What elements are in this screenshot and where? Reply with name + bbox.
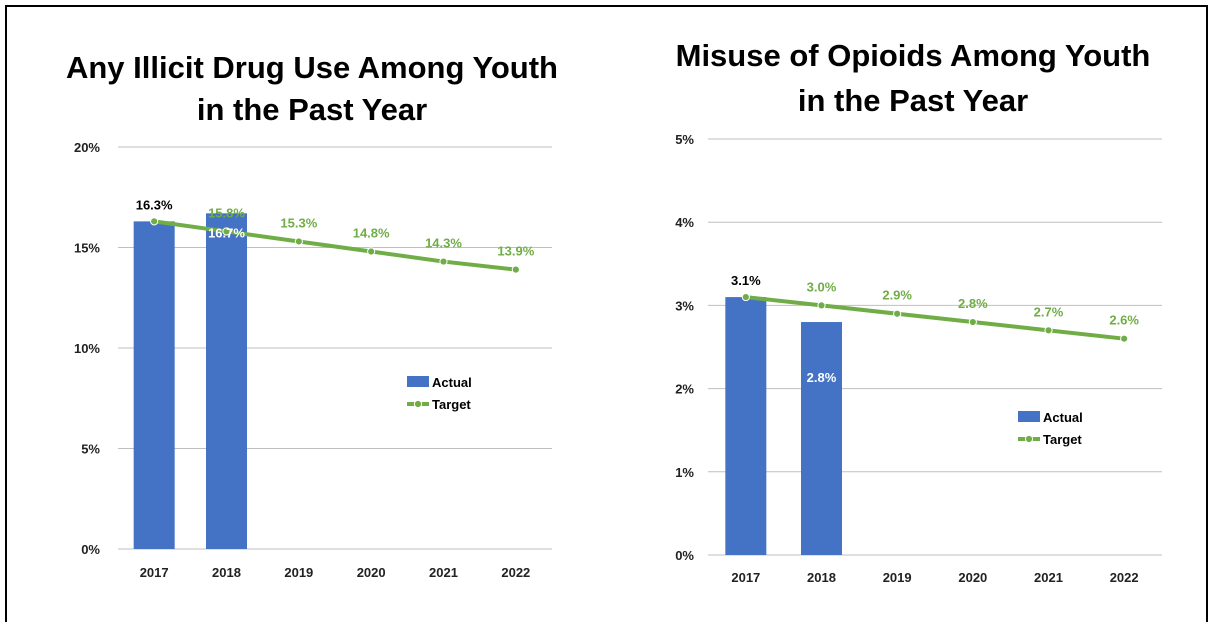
x-tick-label: 2019 (284, 565, 313, 580)
x-tick-label: 2021 (1034, 570, 1063, 585)
y-tick-label: 0% (81, 542, 100, 557)
y-tick-label: 1% (675, 465, 694, 480)
target-point (511, 265, 520, 274)
legend-label-target: Target (1043, 432, 1082, 447)
target-data-label: 3.0% (807, 279, 837, 294)
target-point (294, 237, 303, 246)
bar-data-label: 3.1% (731, 273, 761, 288)
x-tick-label: 2020 (958, 570, 987, 585)
target-data-label: 2.6% (1109, 313, 1139, 328)
target-point (367, 247, 376, 256)
bar-actual (801, 322, 842, 555)
y-tick-label: 2% (675, 382, 694, 397)
chart-title-line: Any Illicit Drug Use Among Youth (66, 50, 558, 85)
target-data-label: 2.8% (958, 296, 988, 311)
bar-data-label: 16.7% (208, 225, 245, 240)
target-data-label: 14.3% (425, 236, 462, 251)
target-point (968, 317, 977, 327)
x-tick-label: 2022 (501, 565, 530, 580)
target-data-label: 13.9% (497, 244, 534, 259)
chart-title-line: Misuse of Opioids Among Youth (676, 38, 1151, 73)
bar-actual (133, 221, 175, 549)
legend-swatch-actual (407, 376, 429, 387)
legend-swatch-actual (1018, 411, 1040, 422)
target-point (893, 309, 902, 318)
legend-marker-target (413, 399, 423, 409)
target-line (153, 219, 517, 272)
target-data-label: 2.9% (882, 288, 912, 303)
x-tick-label: 2020 (357, 565, 386, 580)
bar-actual (725, 297, 767, 555)
target-point (1120, 334, 1129, 343)
x-tick-label: 2017 (140, 565, 169, 580)
x-tick-label: 2018 (212, 565, 241, 580)
target-line (745, 295, 1125, 341)
y-tick-label: 3% (675, 298, 694, 313)
x-tick-label: 2021 (429, 565, 458, 580)
bar-data-label: 2.8% (807, 370, 837, 385)
bar-actual (206, 213, 247, 549)
legend-label-actual: Actual (432, 375, 472, 390)
target-data-label: 15.3% (280, 215, 317, 230)
target-point (741, 292, 750, 302)
target-data-label: 15.8% (208, 205, 245, 220)
y-tick-label: 4% (675, 215, 694, 230)
y-tick-label: 5% (675, 132, 694, 147)
x-tick-label: 2018 (807, 570, 836, 585)
y-tick-label: 15% (74, 241, 100, 256)
bar-data-label: 16.3% (136, 197, 173, 212)
legend-label-actual: Actual (1043, 410, 1083, 425)
target-point (222, 227, 231, 236)
x-tick-label: 2017 (731, 570, 760, 585)
y-tick-label: 0% (675, 548, 694, 563)
y-tick-label: 5% (81, 442, 100, 457)
target-point (1044, 326, 1053, 335)
legend-marker-target (1024, 434, 1034, 444)
target-data-label: 2.7% (1034, 304, 1064, 319)
y-tick-label: 10% (74, 341, 100, 356)
target-data-label: 14.8% (353, 226, 390, 241)
target-point (150, 217, 159, 226)
chart-title-line: in the Past Year (798, 83, 1028, 118)
target-point (439, 257, 448, 266)
figure-frame (5, 5, 1208, 622)
x-tick-label: 2019 (883, 570, 912, 585)
y-tick-label: 20% (74, 140, 100, 155)
target-point (817, 301, 826, 310)
x-tick-label: 2022 (1110, 570, 1139, 585)
legend-label-target: Target (432, 397, 471, 412)
chart-title-line: in the Past Year (197, 92, 427, 127)
